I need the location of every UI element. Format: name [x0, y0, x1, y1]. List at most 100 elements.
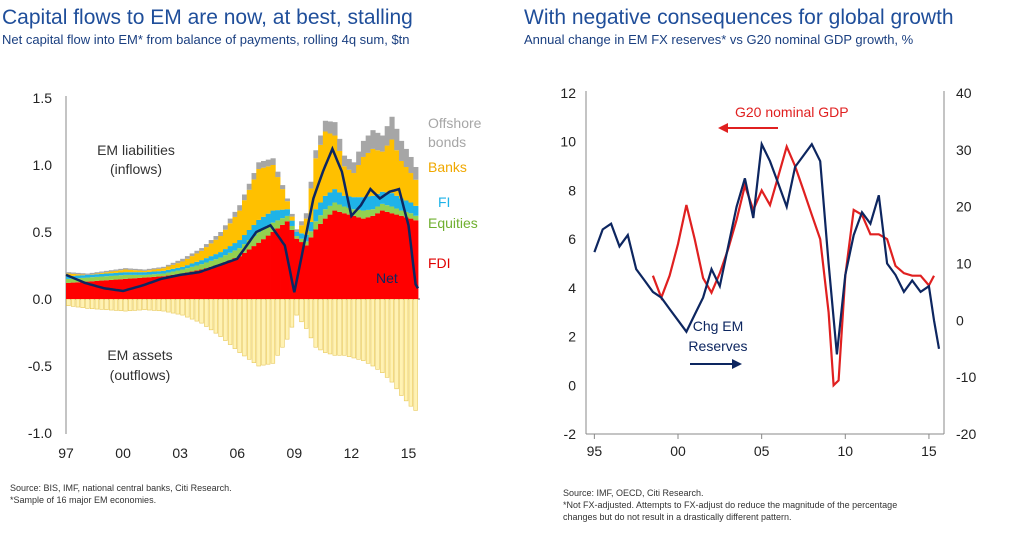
- bar-fi: [294, 232, 300, 237]
- bar-assets: [380, 298, 385, 373]
- bar-equities: [123, 274, 129, 279]
- left-y-tick-label: 1.0: [33, 157, 53, 173]
- bar-fi: [142, 272, 148, 275]
- em-reserves-line: [593, 140, 941, 355]
- bar-fdi: [80, 281, 86, 299]
- bar-banks: [284, 201, 290, 210]
- bar-fi: [127, 272, 133, 275]
- reserves-label-1: Chg EM: [693, 318, 744, 334]
- bar-fdi: [394, 214, 400, 299]
- right-right-y-tick-label: 30: [956, 142, 972, 158]
- bar-offshore: [213, 236, 219, 240]
- bar-fi: [246, 229, 252, 241]
- bar-fdi: [308, 237, 314, 299]
- bar-fdi: [261, 239, 267, 299]
- bar-fdi: [303, 245, 309, 299]
- bar-assets: [70, 298, 76, 307]
- bar-offshore: [132, 268, 138, 271]
- bar-equities: [413, 215, 419, 221]
- bar-assets: [80, 298, 85, 309]
- bar-fi: [175, 267, 181, 271]
- bar-fdi: [384, 211, 390, 299]
- bar-equities: [108, 275, 114, 280]
- bar-assets: [408, 298, 414, 407]
- bar-fdi: [256, 242, 262, 299]
- bar-fdi: [275, 228, 281, 299]
- bar-fi: [189, 263, 195, 267]
- bar-fi: [389, 193, 395, 207]
- bar-offshore: [265, 159, 271, 167]
- right-left-y-tick-label: 8: [568, 182, 576, 198]
- reserves-arrow-head-icon: [732, 359, 742, 369]
- bar-banks: [146, 270, 153, 272]
- bar-banks: [184, 258, 191, 266]
- right-footnote-1: *Not FX-adjusted. Attempts to FX-adjust …: [563, 500, 898, 510]
- left-x-tick-label: 06: [229, 445, 245, 461]
- bar-offshore: [403, 148, 409, 168]
- bar-fi: [184, 265, 191, 269]
- bar-fi: [413, 205, 419, 216]
- bar-assets: [237, 298, 242, 353]
- bar-offshore: [379, 135, 386, 152]
- bar-equities: [365, 209, 371, 218]
- bar-assets: [194, 298, 199, 322]
- bar-assets: [256, 298, 261, 367]
- bar-offshore: [151, 268, 157, 270]
- right-chart-title: With negative consequences for global gr…: [524, 6, 954, 29]
- bar-equities: [132, 274, 138, 279]
- bar-offshore: [237, 205, 243, 211]
- bar-banks: [289, 216, 295, 221]
- bar-fi: [132, 272, 138, 275]
- bar-offshore: [313, 150, 319, 159]
- bar-assets: [280, 298, 285, 348]
- bar-fi: [123, 272, 129, 275]
- bar-equities: [170, 271, 176, 275]
- bar-fdi: [70, 282, 76, 299]
- bar-fdi: [85, 281, 91, 299]
- left-x-tick-label: 03: [172, 445, 188, 461]
- right-x-tick-label: 05: [754, 443, 770, 459]
- bar-fi: [251, 224, 257, 237]
- bar-offshore: [180, 258, 186, 262]
- bar-assets: [323, 298, 328, 353]
- right-x-tick-label: 95: [587, 443, 603, 459]
- bar-assets: [89, 298, 95, 310]
- bar-fi: [85, 274, 91, 278]
- bar-banks: [313, 158, 319, 210]
- bar-offshore: [218, 232, 224, 237]
- bar-fi: [313, 209, 319, 222]
- bar-fi: [137, 272, 143, 275]
- bar-equities: [222, 255, 229, 263]
- bar-offshore: [227, 218, 233, 224]
- bar-banks: [318, 144, 324, 203]
- bar-fdi: [218, 264, 224, 299]
- bar-banks: [384, 145, 390, 193]
- bar-offshore: [199, 248, 205, 251]
- bar-assets: [147, 298, 152, 311]
- bar-fi: [194, 261, 200, 266]
- bar-equities: [318, 215, 324, 224]
- bar-assets: [413, 298, 418, 411]
- left-source-note: Source: BIS, IMF, national central banks…: [10, 483, 232, 493]
- bar-fi: [213, 254, 219, 260]
- bar-banks: [256, 169, 262, 220]
- bar-assets: [299, 298, 304, 323]
- bar-fi: [75, 275, 81, 279]
- bar-fi: [398, 198, 405, 211]
- right-chart-subtitle: Annual change in EM FX reserves* vs G20 …: [524, 32, 914, 47]
- bar-fdi: [237, 256, 243, 299]
- bar-assets: [361, 298, 366, 361]
- bar-banks: [403, 167, 409, 201]
- bar-offshore: [170, 262, 176, 265]
- bar-fdi: [365, 217, 371, 299]
- left-x-tick-label: 97: [58, 445, 74, 461]
- bar-equities: [341, 206, 348, 214]
- bar-offshore: [161, 266, 167, 269]
- bar-assets: [342, 298, 347, 356]
- bar-banks: [165, 266, 172, 270]
- bar-fdi: [299, 242, 305, 299]
- bar-assets: [113, 298, 119, 311]
- bar-equities: [203, 262, 210, 269]
- bar-offshore: [398, 140, 405, 161]
- g20-gdp-line: [651, 143, 935, 388]
